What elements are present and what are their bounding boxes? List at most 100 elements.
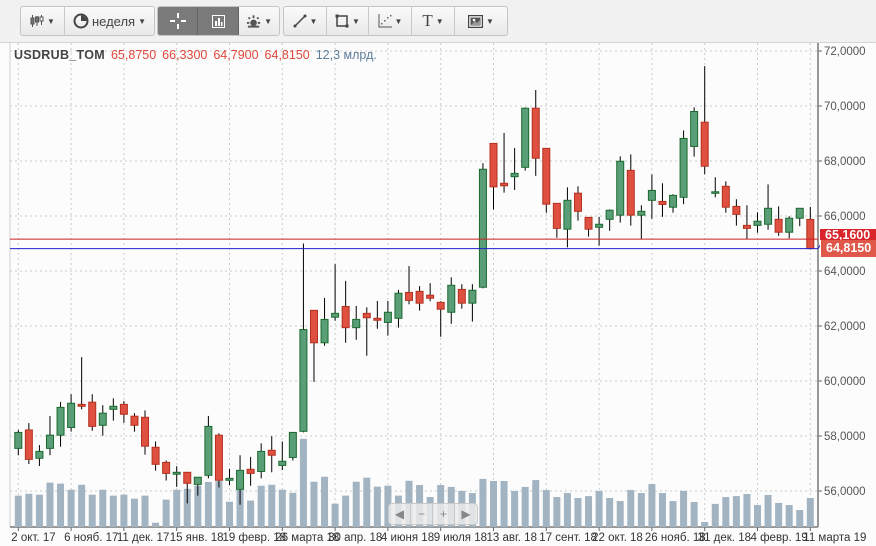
volume-bar [162,499,170,527]
candle-body [552,202,561,229]
candle [56,401,65,447]
image-icon [468,14,484,28]
candle [299,243,308,433]
candle-body [647,189,656,201]
candle [35,445,44,466]
candle-body [690,111,699,147]
x-axis-label: 26 марта 18 [275,532,339,544]
candle-body [309,309,318,344]
volume-bar [173,489,181,527]
volume-bar [595,490,603,527]
candle [14,429,23,456]
candle-body [795,207,804,219]
candle-body [373,317,382,321]
chart-type-button[interactable]: ▼ [21,7,65,35]
candle-body [331,312,340,318]
candle [436,301,445,337]
candle [563,187,572,248]
candle-body [531,107,540,159]
y-axis-label: 70,0000 [824,101,866,113]
candle-body [542,147,551,205]
candle-body [785,217,794,233]
candle [246,456,255,486]
volume-toggle-button[interactable] [198,7,239,35]
volume-bar [194,485,202,527]
crosshair-button[interactable] [158,7,198,35]
fibonacci-button[interactable]: ▼ [369,7,412,35]
volume-bar [141,495,149,527]
candle [542,147,551,213]
volume-bar [14,495,22,527]
volume-bar [373,486,381,527]
fibonacci-tool-icon [378,14,392,28]
volume-bar [321,476,329,527]
image-tool-button[interactable]: ▼ [455,7,507,35]
candle [552,202,561,238]
candle-body [341,305,350,329]
y-axis-label: 60,0000 [824,376,866,388]
candle-body [14,431,23,449]
volume-bar [120,494,128,527]
candle [616,156,625,223]
candle-body [563,199,572,230]
candle-body [616,160,625,216]
volume-bar [775,502,783,527]
indicators-icon [246,15,261,28]
volume-bar [384,485,392,527]
candle [109,398,118,421]
volume-bar [215,481,223,527]
candle [204,415,213,479]
x-axis-label: 11 марта 19 [803,532,866,544]
toolbar-group-drawing: ▼ ▼ ▼ T ▼ ▼ [283,6,508,36]
indicators-button[interactable]: ▼ [239,7,279,35]
candle [257,443,266,479]
candle [489,142,498,210]
candle [119,401,128,423]
candle-body [246,468,255,474]
candle [45,415,54,456]
draw-line-button[interactable]: ▼ [284,7,327,35]
draw-rectangle-button[interactable]: ▼ [327,7,369,35]
volume-bar [46,482,54,527]
chevron-down-icon: ▼ [264,16,272,26]
period-dropdown[interactable]: неделя ▼ [65,7,154,35]
candle [141,410,150,455]
volume-bar [257,485,265,527]
volume-bar [585,496,593,527]
candle-body [362,312,371,319]
scroll-right-button[interactable]: ▶ [461,507,471,521]
candle [98,405,107,436]
volume-bar [690,502,698,527]
text-tool-button[interactable]: T ▼ [412,7,455,35]
zoom-in-button[interactable]: + [433,504,455,524]
candle-body [267,449,276,456]
scroll-left-button[interactable]: ◀ [389,504,411,524]
candle [764,184,773,230]
candle-body [278,460,287,466]
volume-bar [606,497,614,527]
candle-body [162,461,171,474]
x-axis-label: 2 окт. 17 [11,532,55,544]
candle-body [130,415,139,426]
chevron-down-icon: ▼ [435,16,444,26]
zoom-out-button[interactable]: − [411,504,433,524]
candle [309,309,318,382]
candle-body [35,450,44,459]
volume-bar [701,522,709,527]
volume-bar [25,493,33,527]
chevron-down-icon: ▼ [394,16,403,26]
candle-body [45,434,54,449]
candle-body [605,209,614,220]
volume-bar [363,477,371,527]
volume-bar [627,489,635,527]
volume-bar [680,490,688,527]
candle-body [700,121,709,167]
candle-body [67,402,76,428]
chevron-down-icon: ▼ [138,16,147,26]
candle [468,284,477,322]
volume-bar [331,503,339,527]
y-axis-label: 64,0000 [824,266,866,278]
candle-body [521,107,530,168]
candle-body [510,172,519,178]
